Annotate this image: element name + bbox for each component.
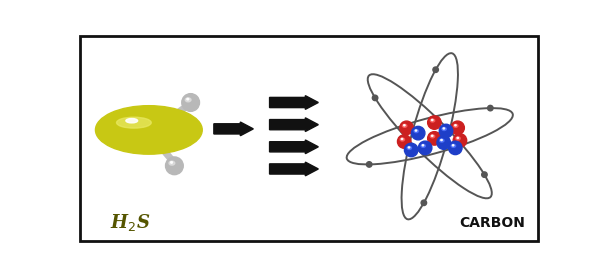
FancyArrow shape xyxy=(214,122,253,136)
Ellipse shape xyxy=(443,128,444,129)
Ellipse shape xyxy=(439,124,453,138)
Ellipse shape xyxy=(442,127,446,130)
Ellipse shape xyxy=(116,117,151,128)
Ellipse shape xyxy=(414,130,418,133)
FancyArrow shape xyxy=(270,162,318,176)
Ellipse shape xyxy=(428,116,441,129)
Circle shape xyxy=(367,162,372,167)
Ellipse shape xyxy=(397,135,411,148)
Ellipse shape xyxy=(166,157,183,175)
Ellipse shape xyxy=(453,134,467,147)
Ellipse shape xyxy=(95,106,202,154)
Ellipse shape xyxy=(126,119,137,123)
Ellipse shape xyxy=(441,139,442,141)
Ellipse shape xyxy=(405,143,418,157)
Ellipse shape xyxy=(418,141,432,155)
Ellipse shape xyxy=(400,121,413,135)
Circle shape xyxy=(421,200,426,206)
Text: H$_2$S: H$_2$S xyxy=(110,212,151,233)
Ellipse shape xyxy=(456,137,460,140)
Ellipse shape xyxy=(440,139,444,142)
Ellipse shape xyxy=(415,130,417,131)
Ellipse shape xyxy=(449,141,462,155)
Ellipse shape xyxy=(185,98,191,102)
Ellipse shape xyxy=(400,138,405,141)
FancyArrow shape xyxy=(270,140,318,154)
Ellipse shape xyxy=(422,145,424,146)
Ellipse shape xyxy=(437,136,450,149)
Ellipse shape xyxy=(453,124,458,127)
Ellipse shape xyxy=(403,125,405,126)
Ellipse shape xyxy=(432,135,433,136)
Circle shape xyxy=(433,67,438,72)
Ellipse shape xyxy=(408,147,410,148)
Ellipse shape xyxy=(411,126,425,140)
Ellipse shape xyxy=(182,94,200,111)
Ellipse shape xyxy=(451,144,456,147)
Ellipse shape xyxy=(421,144,426,147)
Ellipse shape xyxy=(457,137,458,139)
Ellipse shape xyxy=(428,132,441,145)
Ellipse shape xyxy=(402,138,403,139)
Ellipse shape xyxy=(402,124,407,127)
Ellipse shape xyxy=(431,119,435,122)
Ellipse shape xyxy=(455,125,456,126)
Text: CARBON: CARBON xyxy=(459,216,525,230)
Ellipse shape xyxy=(452,145,454,146)
Ellipse shape xyxy=(451,121,464,135)
Circle shape xyxy=(482,172,487,177)
Ellipse shape xyxy=(432,119,433,121)
FancyArrow shape xyxy=(270,96,318,109)
Ellipse shape xyxy=(169,161,175,165)
FancyArrow shape xyxy=(270,118,318,132)
Ellipse shape xyxy=(431,135,435,138)
Ellipse shape xyxy=(407,146,411,150)
Circle shape xyxy=(488,105,493,111)
Ellipse shape xyxy=(187,98,189,100)
Ellipse shape xyxy=(171,162,172,163)
Circle shape xyxy=(372,95,378,101)
